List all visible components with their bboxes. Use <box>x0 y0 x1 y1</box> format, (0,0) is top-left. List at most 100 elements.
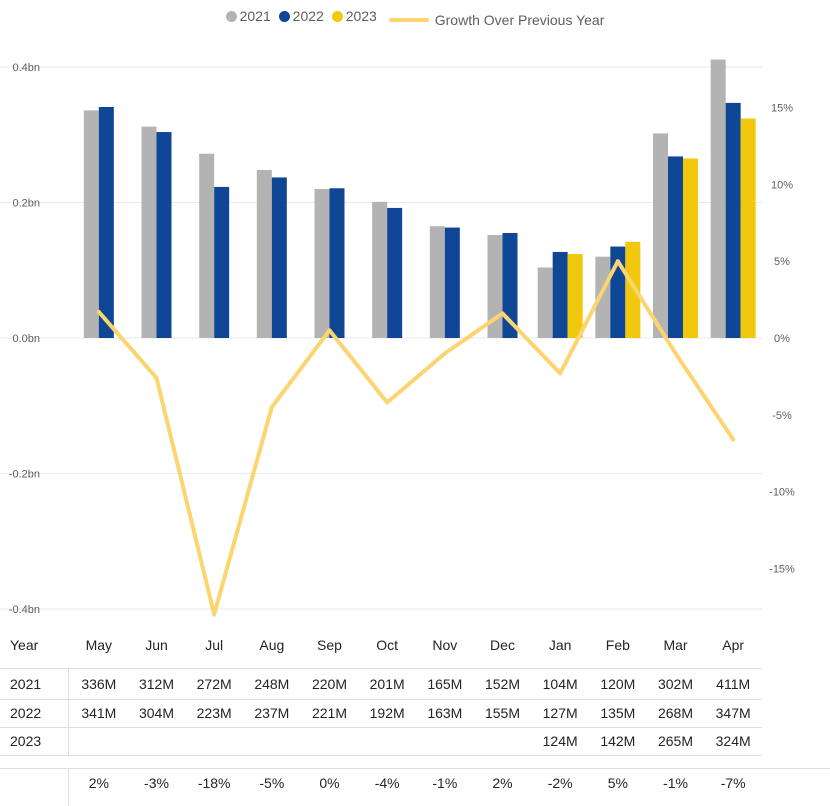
table-cell: 155M <box>484 705 521 721</box>
bar-2021-jun <box>141 126 157 339</box>
table-cell: 223M <box>196 705 232 721</box>
bar-2023-mar <box>683 158 698 338</box>
bar-2022-jul <box>214 186 230 338</box>
table-cell: 248M <box>254 676 290 692</box>
growth-cell: 2% <box>492 775 513 791</box>
row-label-2021: 2021 <box>10 676 42 692</box>
growth-cell: 5% <box>607 775 628 791</box>
bar-2023-feb <box>625 241 641 338</box>
growth-line <box>96 259 736 617</box>
bar-2021-oct <box>372 201 388 338</box>
growth-cell: -1% <box>432 775 458 791</box>
row-label-2023: 2023 <box>10 733 42 749</box>
table-header-month: Nov <box>432 637 458 653</box>
bar-2021-may <box>83 110 99 338</box>
table-divider <box>0 768 830 769</box>
table-cell: 201M <box>369 676 405 692</box>
bar-2021-nov <box>429 226 445 338</box>
table-cell: 312M <box>138 676 175 692</box>
growth-cell: -1% <box>663 775 688 791</box>
table-header-month: Feb <box>605 637 630 653</box>
growth-cell: -5% <box>259 775 285 791</box>
bar-2021-feb <box>595 256 611 338</box>
combo-chart: 0.4bn 0.2bn 0.0bn -0.2bn -0.4bn 15% 10% 5% 0% -5%… <box>0 59 795 617</box>
table-divider <box>0 699 762 700</box>
legend-label-growth: Growth Over Previous Year <box>434 11 605 28</box>
table-divider <box>0 727 762 728</box>
y-right-tick-label: -15% <box>769 563 795 575</box>
table-header-month: Dec <box>490 637 515 653</box>
growth-point-jul <box>212 612 217 617</box>
growth-cell: -18% <box>197 775 231 791</box>
bar-2021-aug <box>256 169 272 338</box>
table-cell: 302M <box>657 676 694 692</box>
table-header-month: Apr <box>722 637 745 653</box>
growth-cell: -4% <box>374 775 400 791</box>
bar-2022-nov <box>444 227 460 338</box>
table-column-divider <box>68 768 69 806</box>
table-cell: 341M <box>81 705 117 721</box>
y-right-tick-label: 5% <box>774 256 790 268</box>
table-cell: 347M <box>715 705 751 721</box>
bar-2022-apr <box>725 102 741 338</box>
table-cell: 135M <box>600 705 636 721</box>
growth-cell: -3% <box>144 775 169 791</box>
legend-item-growth[interactable]: Growth Over Previous Year <box>385 11 605 28</box>
growth-point-jun <box>154 375 159 380</box>
table-cell: 104M <box>542 676 578 692</box>
growth-point-feb <box>615 259 620 264</box>
bar-2022-jun <box>156 132 172 338</box>
legend-item-2022[interactable]: 2022 <box>278 8 324 24</box>
table-header-month: Jun <box>145 637 168 653</box>
bar-2021-apr <box>710 59 726 339</box>
table-cell: 265M <box>657 733 694 749</box>
y-left-tick-label: 0.0bn <box>12 333 40 345</box>
legend-item-2023[interactable]: 2023 <box>331 8 377 24</box>
legend-item-2021[interactable]: 2021 <box>225 8 271 24</box>
table-header-month: Oct <box>376 637 399 653</box>
bar-2022-sep <box>329 188 345 338</box>
table-cell: 152M <box>484 676 521 692</box>
y-right-tick-label: -10% <box>769 487 795 499</box>
bar-2022-aug <box>271 177 287 338</box>
growth-cell: 0% <box>319 775 340 791</box>
table-cell: 221M <box>311 705 348 721</box>
bar-2021-jul <box>199 153 215 338</box>
table-column-divider <box>68 668 69 756</box>
legend-marker-2022 <box>278 10 290 22</box>
y-left-tick-label: 0.4bn <box>12 62 40 74</box>
table-header-month: Aug <box>259 637 285 653</box>
table-cell: 304M <box>138 705 175 721</box>
bar-2021-dec <box>487 235 503 338</box>
table-cell: 120M <box>600 676 636 692</box>
bar-2022-mar <box>668 156 683 338</box>
table-cell: 142M <box>600 733 636 749</box>
legend-label-2023: 2023 <box>345 8 377 24</box>
table-cell: 324M <box>715 733 751 749</box>
bar-2022-may <box>98 106 114 338</box>
y-left-tick-label: -0.4bn <box>9 604 40 616</box>
table-header-month: Jan <box>548 637 572 653</box>
growth-point-dec <box>500 311 505 316</box>
table-header-month: Mar <box>663 637 688 653</box>
table-cell: 163M <box>427 705 463 721</box>
growth-point-jan <box>558 371 563 376</box>
y-right-tick-label: 15% <box>771 103 793 115</box>
table-header-label: Year <box>10 637 39 653</box>
table-cell: 127M <box>542 705 578 721</box>
table-cell: 192M <box>369 705 405 721</box>
table-cell: 237M <box>254 705 290 721</box>
table-header-month: Sep <box>317 637 342 653</box>
table-header-month: May <box>85 637 113 653</box>
growth-point-may <box>96 309 101 314</box>
chart-legend: 2021 2022 2023 Growth Over Previous Year <box>0 8 830 28</box>
table-cell: 268M <box>657 705 694 721</box>
table-cell: 124M <box>542 733 578 749</box>
growth-point-nov <box>442 351 447 356</box>
growth-cell: -2% <box>547 775 573 791</box>
legend-label-2021: 2021 <box>239 8 271 24</box>
table-cell: 336M <box>81 676 117 692</box>
legend-marker-growth <box>388 17 429 22</box>
table-header-month: Jul <box>205 637 224 653</box>
